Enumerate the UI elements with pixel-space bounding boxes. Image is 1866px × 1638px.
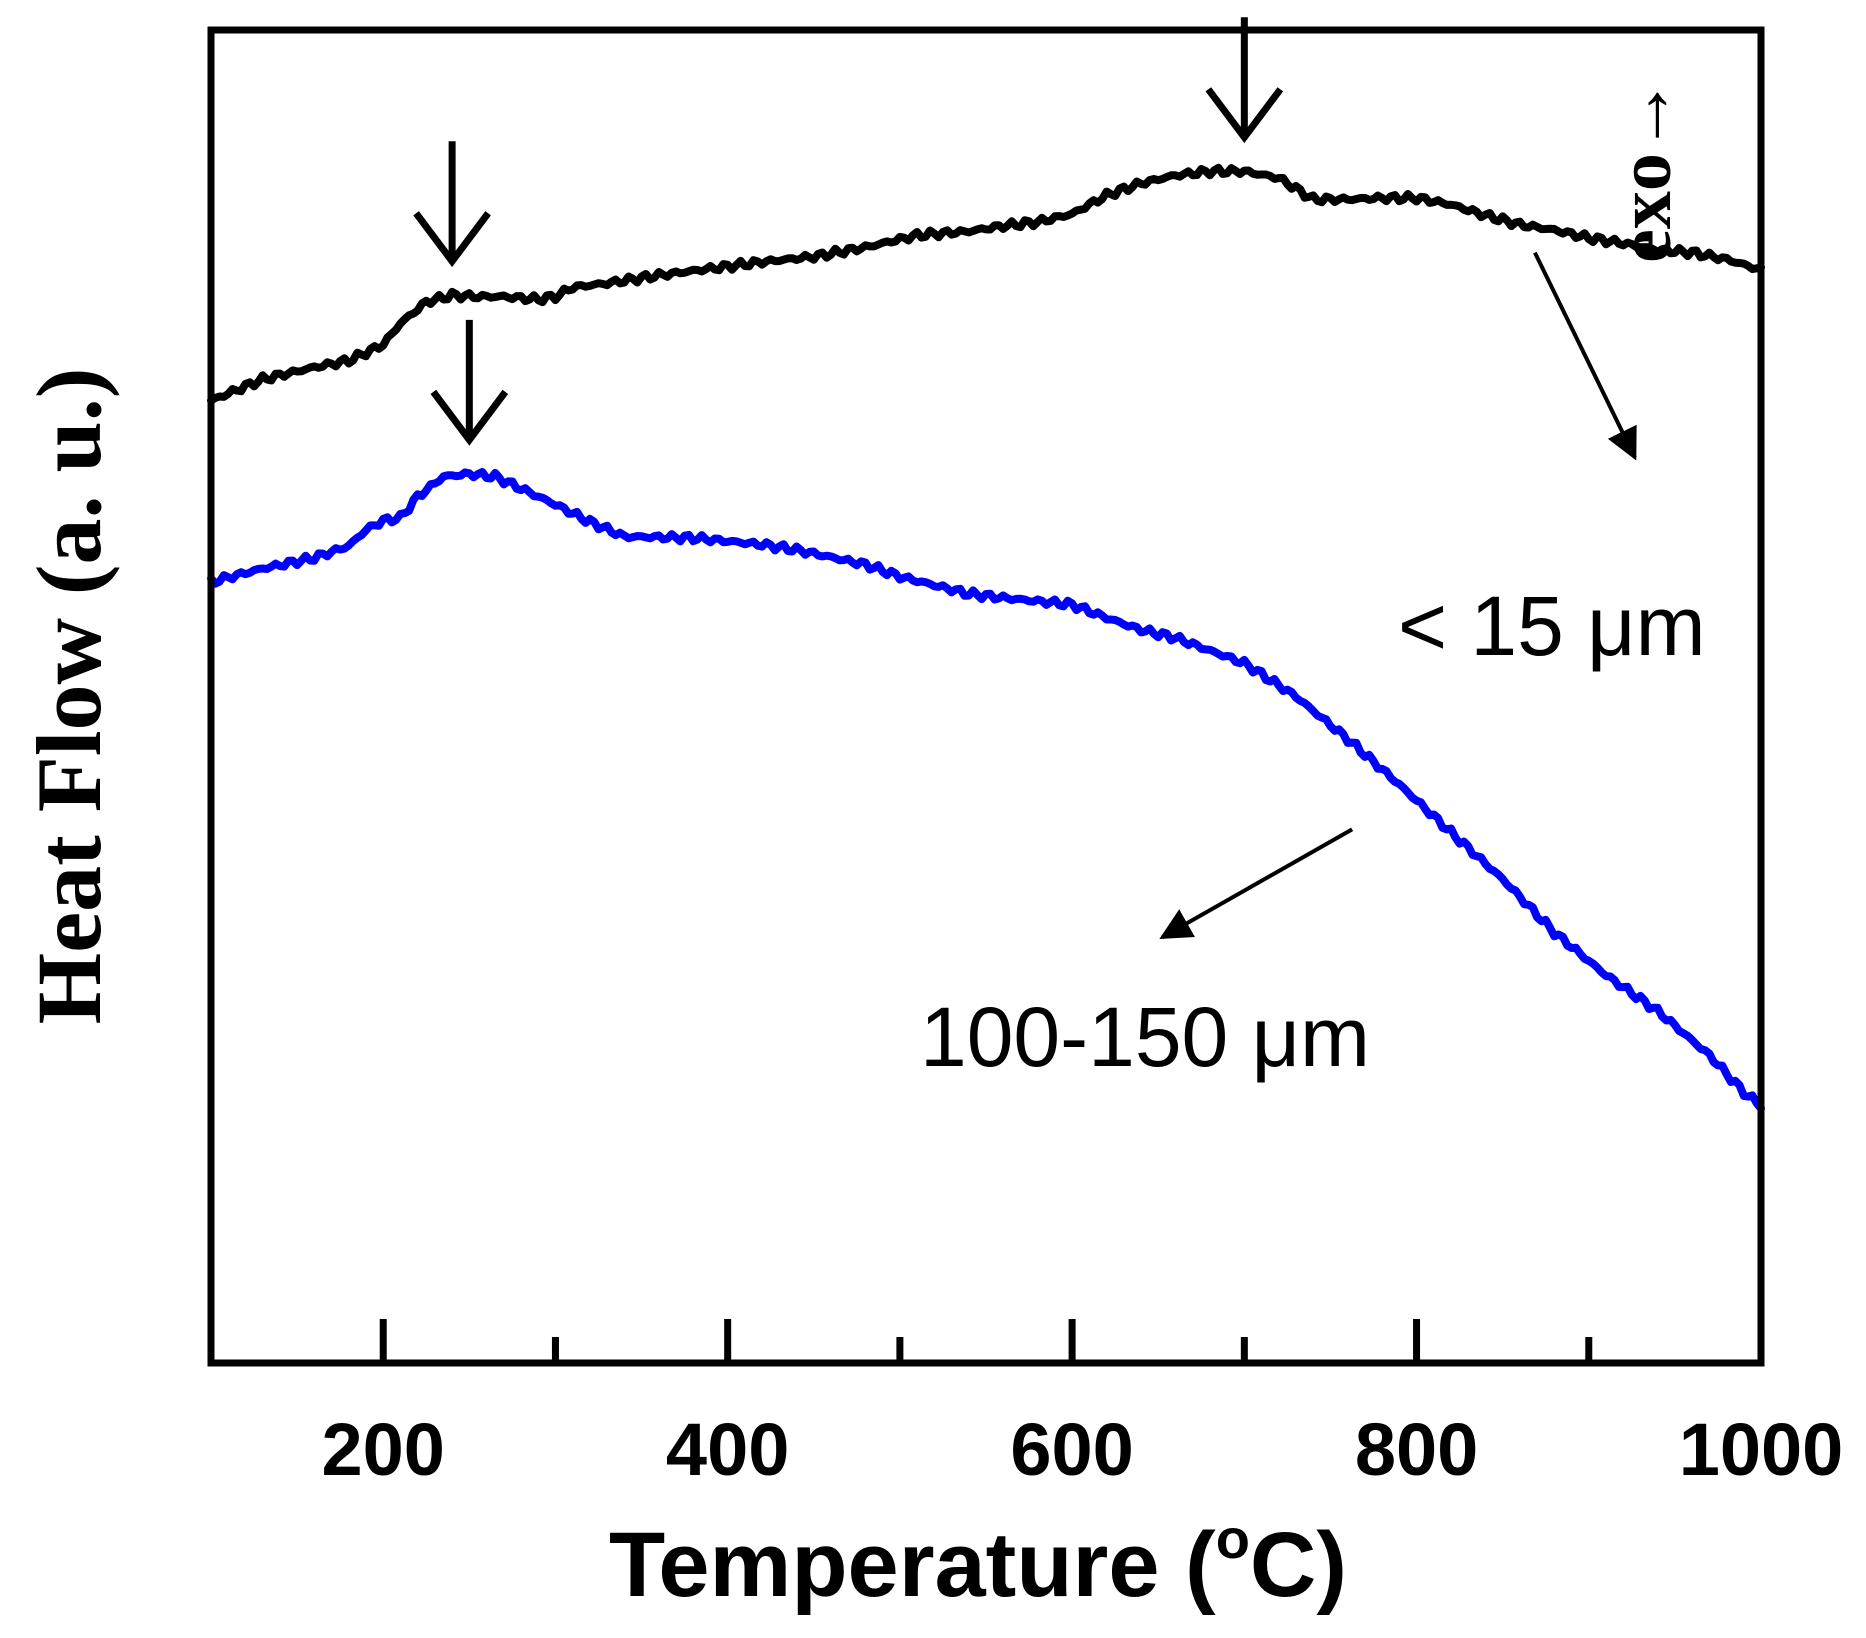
x-axis-title-degree: o — [1216, 1507, 1250, 1570]
series-line-1 — [207, 468, 1765, 1113]
tick-layer: 200 400 600 800 1000 — [321, 1319, 1843, 1491]
x-tick-label-400: 400 — [666, 1408, 789, 1491]
x-axis-title-main: Temperature ( — [609, 1514, 1216, 1616]
series-layer — [207, 163, 1765, 1113]
plot-frame — [207, 26, 1765, 1367]
x-axis-title: Temperature (oC) — [609, 1507, 1347, 1616]
x-tick-label-800: 800 — [1355, 1408, 1478, 1491]
peak-arrow-1 — [1205, 17, 1284, 144]
peak-arrow-2 — [430, 319, 509, 446]
label-pointer-large-particles — [1159, 827, 1354, 940]
x-tick-label-200: 200 — [321, 1408, 444, 1491]
exo-annotation: exo→ — [1603, 77, 1687, 263]
series-line-0 — [207, 163, 1765, 405]
peak-arrow-0 — [413, 141, 491, 268]
annotation-layer — [413, 17, 1637, 940]
series-label-large-particles: 100-150 μm — [920, 990, 1370, 1084]
x-tick-label-600: 600 — [1010, 1408, 1133, 1491]
label-pointer-small-particles — [1533, 251, 1637, 461]
x-axis-title-unit: C) — [1250, 1514, 1347, 1616]
x-tick-label-1000: 1000 — [1679, 1408, 1844, 1491]
series-label-small-particles: < 15 μm — [1398, 579, 1706, 673]
y-axis-title: Heat Flow (a. u.) — [18, 368, 120, 1025]
